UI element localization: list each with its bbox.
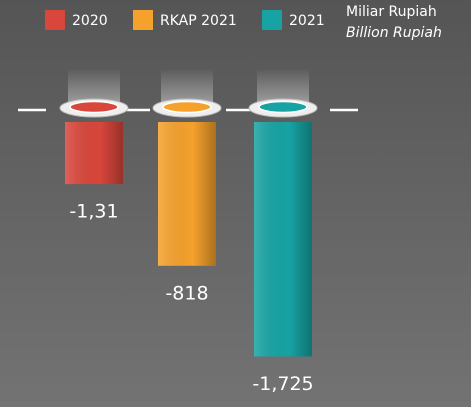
legend-label: RKAP 2021 (160, 13, 237, 29)
bar-shade (254, 122, 312, 357)
legend-label: 2020 (72, 13, 108, 29)
bar-shade (65, 122, 123, 185)
legend-swatch (262, 10, 282, 30)
unit-label: Miliar Rupiah (346, 4, 437, 20)
ring-inner (69, 100, 119, 114)
value-label: -1,31 (69, 201, 118, 223)
unit-label-en: Billion Rupiah (346, 25, 442, 41)
legend-swatch (45, 10, 65, 30)
value-label: -1,725 (252, 373, 313, 395)
ring-inner (162, 100, 212, 114)
legend-label: 2021 (289, 13, 325, 29)
ring-inner (258, 100, 308, 114)
legend-swatch (133, 10, 153, 30)
bar-shade (158, 122, 216, 266)
value-label: -818 (165, 282, 208, 304)
